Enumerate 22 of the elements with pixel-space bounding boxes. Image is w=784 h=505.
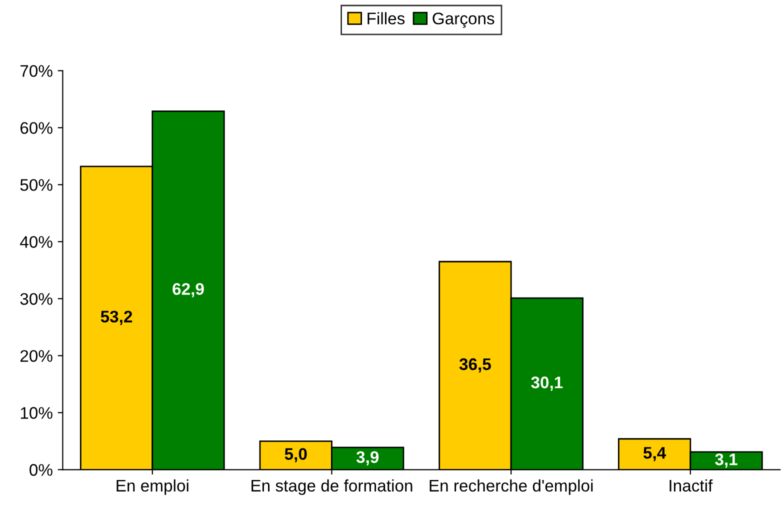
data-label: 3,9 <box>356 451 379 466</box>
y-tick-label: 50% <box>20 179 52 191</box>
data-label: 36,5 <box>459 358 491 373</box>
data-label: 53,2 <box>100 310 132 325</box>
y-tick-label: 30% <box>20 293 52 305</box>
data-label: 30,1 <box>531 376 563 391</box>
y-tick-label: 60% <box>20 122 52 134</box>
legend-label: Garçons <box>432 12 494 28</box>
data-label: 5,0 <box>284 448 307 462</box>
data-label: 62,9 <box>172 283 204 298</box>
y-tick-label: 0% <box>30 464 52 476</box>
x-tick-label: Inactif <box>670 479 713 492</box>
x-tick-label: En recherche d'emploi <box>430 479 593 495</box>
y-tick-label: 20% <box>20 350 52 362</box>
data-label: 5,4 <box>643 447 666 462</box>
data-label: 3,1 <box>715 453 738 468</box>
x-tick-label: En stage de formation <box>252 479 412 495</box>
legend-label: Filles <box>368 12 405 24</box>
x-tick-label: En emploi <box>116 479 188 495</box>
y-tick-label: 70% <box>20 65 52 77</box>
y-tick-label: 10% <box>20 407 52 419</box>
y-tick-label: 40% <box>20 236 52 248</box>
